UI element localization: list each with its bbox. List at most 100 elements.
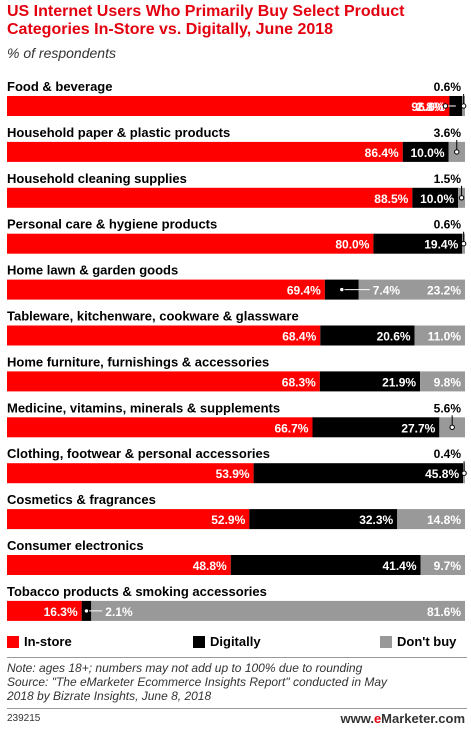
chart-title: US Internet Users Who Primarily Buy Sele… [7,3,467,39]
bar-segment-digitally [312,417,440,438]
brand-rest: Marketer [381,711,435,726]
chart-subtitle: % of respondents [7,45,116,61]
chart-row: Home lawn & garden goods 69.4% 7.4% 23.2% [7,263,465,300]
data-label: 10.0% [410,146,444,160]
notes: Note: ages 18+; numbers may not add up t… [7,661,467,703]
note-line: Note: ages 18+; numbers may not add up t… [7,661,363,675]
legend-label-dont-buy: Don't buy [397,634,457,649]
data-label: 27.7% [401,421,435,435]
data-label: 66.7% [274,421,308,435]
chart-row: Home furniture, furnishings & accessorie… [7,354,465,392]
data-label: 2.8% [416,100,444,114]
bar-segment-in-store [7,509,250,530]
chart-row: Medicine, vitamins, minerals & supplemen… [7,400,465,438]
data-label: 23.2% [427,284,461,298]
bar-segment-in-store [7,555,231,575]
bar-segment-digitally [402,141,449,162]
category-label: Household paper & plastic products [7,125,230,140]
chart-row: Tobacco products & smoking accessories 16… [7,584,466,621]
data-label: 10.0% [420,192,454,206]
data-label: 88.5% [374,192,408,206]
data-label: 21.9% [382,375,416,389]
data-label: 11.0% [428,330,462,344]
data-label: 68.4% [282,330,316,344]
data-label: 20.6% [377,330,411,344]
data-label: 52.9% [211,513,245,527]
data-label: 45.8% [425,467,459,481]
brand-link[interactable]: www.eMarketer.com [340,711,465,726]
bar-segment-in-store [7,187,413,208]
chart-row: Clothing, footwear & personal accessorie… [7,446,467,484]
chart-row: Food & beverage 96.6%2.8% 0.6% [7,79,467,116]
data-label: 7.4% [373,284,401,298]
bar-segment-in-store [7,141,403,162]
category-label: Medicine, vitamins, minerals & supplemen… [7,400,280,415]
category-label: Household cleaning supplies [7,171,187,186]
legend-label-in-store: In-store [24,634,72,649]
chart-row: Tableware, kitchenware, cookware & glass… [7,309,465,346]
chart-id: 239215 [7,713,41,724]
data-label: 69.4% [287,284,321,298]
chart-row: Household paper & plastic products 86.4% 1… [7,125,465,162]
bar-segment-digitally [249,509,398,530]
chart-title-line-1: US Internet Users Who Primarily Buy Sele… [7,3,405,20]
bar-segment-dont-buy [420,555,465,575]
bar-segment-dont-buy [397,509,465,530]
data-label: 0.6% [434,218,462,232]
leader-dot [460,241,467,247]
data-label: 5.6% [434,401,462,415]
leader-dot [454,149,460,155]
data-label: 32.3% [359,513,393,527]
chart-row: Cosmetics & fragrances 52.9% 32.3% 14.8% [7,492,465,530]
bar-segment-in-store [7,325,321,346]
leader-dot [461,470,467,476]
data-label: 14.8% [427,513,461,527]
bar-segment-in-store [7,279,325,300]
bar-segment-in-store [7,417,313,438]
bar-segment-in-store [7,233,374,254]
brand-e: e [373,711,382,726]
source-line-1: Source: "The eMarketer Ecommerce Insight… [7,675,388,689]
legend: In-store Digitally Don't buy [0,634,471,654]
chart-row: Personal care & hygiene products 80.0% 19.… [7,217,467,254]
legend-item-dont-buy: Don't buy [380,634,456,649]
legend-label-digitally: Digitally [210,634,261,649]
category-label: Tableware, kitchenware, cookware & glass… [7,309,299,324]
legend-swatch-dont-buy [380,635,392,648]
leader-dot [458,195,465,201]
leader-dot [460,103,467,109]
data-label: 86.4% [365,146,399,160]
data-label: 41.4% [382,559,416,573]
legend-item-digitally: Digitally [193,634,261,649]
leader-dot [83,608,90,614]
data-label: 81.6% [427,605,461,619]
data-label: 16.3% [44,605,78,619]
bar-segment-in-store [7,96,450,116]
data-label: 19.4% [424,238,458,252]
data-label: 80.0% [335,238,369,252]
category-label: Clothing, footwear & personal accessorie… [7,446,270,461]
chart-row: Household cleaning supplies 88.5% 10.0% 1.5… [7,171,465,208]
legend-swatch-in-store [7,635,19,648]
chart-title-line-2: Categories In-Store vs. Digitally, June … [7,21,334,38]
category-label: Personal care & hygiene products [7,217,217,232]
chart-row: Consumer electronics 48.8% 41.4% 9.7% [7,538,465,575]
leader-dot [449,424,455,430]
bar-segment-in-store [7,371,320,392]
category-label: Cosmetics & fragrances [7,492,156,507]
stacked-bar-chart: Food & beverage 96.6%2.8% 0.6% Household pa… [7,79,467,621]
data-label: 53.9% [216,467,250,481]
leader-dot [339,286,345,293]
data-label: 9.8% [434,375,462,389]
bar-segment-dont-buy [414,325,465,346]
category-label: Consumer electronics [7,538,144,553]
bar-segment-digitally [412,187,459,208]
data-label: 48.8% [193,559,227,573]
brand-prefix: www. [340,711,374,726]
data-label: 9.7% [434,559,462,573]
legend-swatch-digitally [193,635,205,648]
data-label: 0.6% [434,80,462,94]
category-label: Tobacco products & smoking accessories [7,584,267,599]
divider-bottom [7,708,467,709]
divider-top [7,657,467,658]
